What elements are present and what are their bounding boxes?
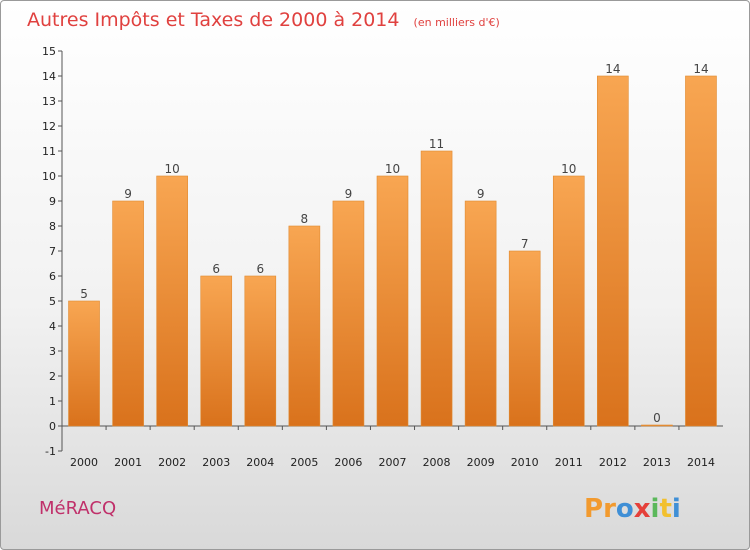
data-label-2004: 6 <box>256 262 264 276</box>
x-tick-label-2009: 2009 <box>467 456 495 469</box>
logo-letter: i <box>672 494 681 524</box>
logo-letter: P <box>584 494 603 524</box>
y-tick-label: 6 <box>49 270 56 283</box>
bar-2014 <box>685 75 717 427</box>
data-labels: 5 9 10 6 6 8 9 10 11 9 7 10 14 0 14 <box>80 62 708 425</box>
y-tick-label: 9 <box>49 195 56 208</box>
y-tick-label: -1 <box>45 445 56 458</box>
y-tick-label: 4 <box>49 320 56 333</box>
x-tick-label-2007: 2007 <box>379 456 407 469</box>
bar-2002 <box>156 175 188 427</box>
data-label-2009: 9 <box>477 187 485 201</box>
bar-2012 <box>597 75 629 427</box>
y-tick-label: 12 <box>42 120 56 133</box>
y-tick-label: 5 <box>49 295 56 308</box>
y-tick-label: 7 <box>49 245 56 258</box>
data-label-2007: 10 <box>385 162 400 176</box>
data-label-2013: 0 <box>653 411 661 425</box>
x-tick-label-2011: 2011 <box>555 456 583 469</box>
x-tick-label-2002: 2002 <box>158 456 186 469</box>
data-label-2012: 14 <box>605 62 620 76</box>
x-tick-label-2005: 2005 <box>290 456 318 469</box>
y-tick-label: 8 <box>49 220 56 233</box>
logo-letter: x <box>634 494 651 524</box>
data-label-2008: 11 <box>429 137 444 151</box>
bar-2013 <box>641 424 673 427</box>
x-tick-label-2010: 2010 <box>511 456 539 469</box>
bars <box>68 75 717 427</box>
y-tick-label: 3 <box>49 345 56 358</box>
logo-letter: r <box>603 494 616 524</box>
x-tick-label-2014: 2014 <box>687 456 715 469</box>
y-tick-label: 10 <box>42 170 56 183</box>
data-label-2001: 9 <box>124 187 132 201</box>
y-tick-label: 11 <box>42 145 56 158</box>
y-tick-label: 13 <box>42 95 56 108</box>
commune-name: MéRACQ <box>39 498 116 519</box>
x-tick-label-2012: 2012 <box>599 456 627 469</box>
y-tick-label: 15 <box>42 45 56 58</box>
bar-2005 <box>288 225 321 427</box>
data-label-2006: 9 <box>345 187 353 201</box>
bar-2011 <box>552 175 585 427</box>
y-tick-label: 14 <box>42 70 56 83</box>
data-label-2002: 10 <box>165 162 180 176</box>
data-label-2011: 10 <box>561 162 576 176</box>
chart-title: Autres Impôts et Taxes de 2000 à 2014 (e… <box>27 9 500 31</box>
data-label-2003: 6 <box>212 262 220 276</box>
x-tick-label-2013: 2013 <box>643 456 671 469</box>
data-label-2005: 8 <box>301 212 309 226</box>
x-tick-label-2001: 2001 <box>114 456 142 469</box>
bar-2004 <box>244 275 277 427</box>
proxiti-logo: Proxiti <box>584 494 681 524</box>
x-tick-label-2004: 2004 <box>246 456 274 469</box>
y-tick-label: 2 <box>49 370 56 383</box>
bar-2006 <box>332 200 365 427</box>
bar-2000 <box>68 300 100 427</box>
logo-letter: i <box>651 494 660 524</box>
bar-2008 <box>420 150 453 427</box>
bar-2001 <box>112 200 144 427</box>
logo-letter: t <box>659 494 671 524</box>
logo-letter: o <box>616 494 634 524</box>
data-label-2014: 14 <box>693 62 708 76</box>
bar-2003 <box>200 275 233 427</box>
data-label-2000: 5 <box>80 287 88 301</box>
x-tick-label-2008: 2008 <box>423 456 451 469</box>
data-label-2010: 7 <box>521 237 529 251</box>
y-tick-label: 0 <box>49 420 56 433</box>
bar-2009 <box>464 200 497 427</box>
bar-2007 <box>376 175 409 427</box>
x-tick-label-2000: 2000 <box>70 456 98 469</box>
chart-subtitle: (en milliers d'€) <box>414 16 500 29</box>
x-tick-label-2003: 2003 <box>202 456 230 469</box>
bar-2010 <box>508 250 541 427</box>
x-tick-label-2006: 2006 <box>334 456 362 469</box>
y-tick-label: 1 <box>49 395 56 408</box>
